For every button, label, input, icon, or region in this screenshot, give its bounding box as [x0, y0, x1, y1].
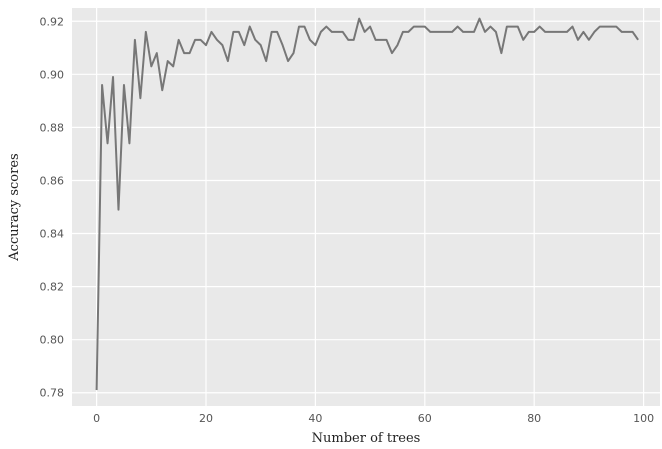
y-tick-label: 0.88: [40, 121, 65, 134]
y-tick-label: 0.82: [40, 281, 65, 294]
y-axis-label: Accuracy scores: [7, 153, 22, 261]
x-tick-label: 40: [308, 412, 322, 425]
x-tick-label: 80: [527, 412, 541, 425]
y-axis-ticks: 0.78 0.80 0.82 0.84 0.86 0.88 0.90 0.92: [40, 15, 65, 399]
x-axis-ticks: 0 20 40 60 80 100: [93, 412, 654, 425]
x-tick-label: 0: [93, 412, 100, 425]
y-tick-label: 0.90: [40, 68, 65, 81]
y-tick-label: 0.84: [40, 228, 65, 241]
y-tick-label: 0.92: [40, 15, 65, 28]
y-tick-label: 0.80: [40, 334, 65, 347]
x-tick-label: 100: [633, 412, 654, 425]
x-axis-label: Number of trees: [312, 431, 421, 446]
y-tick-label: 0.86: [40, 174, 65, 187]
plot-background: [72, 8, 660, 406]
x-tick-label: 60: [418, 412, 432, 425]
x-tick-label: 20: [199, 412, 213, 425]
y-tick-label: 0.78: [40, 387, 65, 400]
